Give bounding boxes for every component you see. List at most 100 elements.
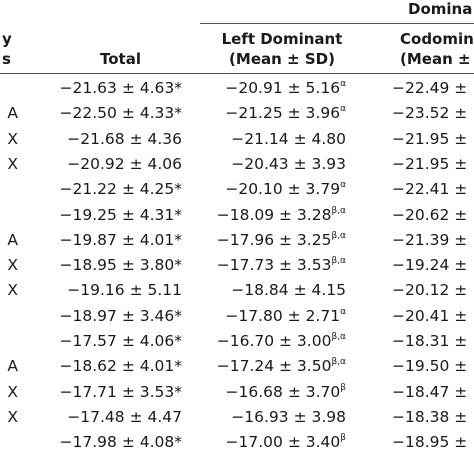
table-row: −19.25 ± 4.31* −18.09 ± 3.28β,α −20.62 ± bbox=[0, 204, 474, 227]
table-row: −17.98 ± 4.08* −17.00 ± 3.40β −18.95 ± bbox=[0, 431, 474, 454]
table-row: X −18.95 ± 3.80* −17.73 ± 3.53β,α −19.24 ± bbox=[0, 254, 474, 277]
cell-left-dominant: −18.09 ± 3.28β,α bbox=[217, 204, 346, 227]
row-label-fragment: X bbox=[7, 407, 18, 426]
cell-total: −21.63 ± 4.63* bbox=[59, 79, 182, 97]
cell-left-dominant-value: −18.09 ± 3.28 bbox=[216, 205, 332, 224]
cell-codominant: −22.49 ± bbox=[392, 79, 468, 97]
cell-total: −18.95 ± 3.80* bbox=[59, 256, 182, 275]
cell-left-dominant: −18.84 ± 4.15 bbox=[231, 279, 346, 302]
cell-left-dominant-superscript: β,α bbox=[331, 357, 346, 368]
table-row: A −19.87 ± 4.01* −17.96 ± 3.25β,α −21.39 ± bbox=[0, 229, 474, 252]
cell-left-dominant-value: −20.91 ± 5.16 bbox=[225, 79, 341, 97]
table-row: A −18.62 ± 4.01* −17.24 ± 3.50β,α −19.50 ± bbox=[0, 355, 474, 378]
cell-left-dominant-value: −16.70 ± 3.00 bbox=[216, 332, 332, 350]
row-label-fragment: A bbox=[7, 104, 18, 123]
row-label-fragment: A bbox=[7, 357, 18, 376]
cell-left-dominant: −21.14 ± 4.80 bbox=[231, 128, 346, 151]
cell-left-dominant: −20.91 ± 5.16α bbox=[225, 77, 346, 100]
cell-total: −22.50 ± 4.33* bbox=[59, 104, 182, 123]
cell-codominant: −21.95 ± bbox=[392, 154, 468, 173]
cell-codominant: −22.41 ± bbox=[392, 180, 468, 199]
table-row: X −17.48 ± 4.47 −16.93 ± 3.98 −18.38 ± bbox=[0, 406, 474, 429]
header-group-rule bbox=[200, 23, 474, 24]
cell-left-dominant: −16.70 ± 3.00β,α bbox=[217, 330, 346, 353]
header-codominant: Codomin (Mean ± bbox=[400, 30, 474, 68]
cell-left-dominant-superscript: β,α bbox=[331, 256, 346, 267]
cell-left-dominant-superscript: β bbox=[340, 433, 346, 444]
cell-left-dominant-superscript: α bbox=[340, 104, 346, 115]
cell-left-dominant-superscript: α bbox=[340, 79, 346, 89]
cell-left-dominant-value: −21.14 ± 4.80 bbox=[231, 129, 346, 148]
header-total: Total bbox=[100, 50, 141, 68]
header-codominant-line1: Codomin bbox=[400, 30, 474, 48]
cell-total: −17.71 ± 3.53* bbox=[59, 382, 182, 401]
cell-left-dominant: −16.68 ± 3.70β bbox=[226, 381, 346, 404]
cell-codominant: −23.52 ± bbox=[392, 104, 468, 123]
cell-total: −17.57 ± 4.06* bbox=[59, 332, 182, 350]
cell-left-dominant-value: −20.43 ± 3.93 bbox=[231, 154, 346, 173]
cell-total: −20.92 ± 4.06 bbox=[67, 154, 182, 173]
cell-left-dominant-value: −17.80 ± 2.71 bbox=[225, 306, 341, 325]
cell-left-dominant-superscript: β bbox=[340, 382, 346, 393]
cell-total: −21.68 ± 4.36 bbox=[67, 129, 182, 148]
cell-left-dominant-superscript: α bbox=[340, 180, 346, 191]
table-row: −21.63 ± 4.63* −20.91 ± 5.16α −22.49 ± bbox=[0, 77, 474, 100]
row-label-fragment: X bbox=[7, 281, 18, 300]
cell-codominant: −18.38 ± bbox=[392, 407, 468, 426]
header-left-dominant-line2: (Mean ± SD) bbox=[229, 50, 335, 68]
cell-left-dominant: −20.10 ± 3.79α bbox=[225, 178, 346, 201]
cell-codominant: −20.41 ± bbox=[392, 306, 468, 325]
cell-left-dominant-value: −16.93 ± 3.98 bbox=[231, 407, 346, 426]
cell-total: −17.48 ± 4.47 bbox=[67, 407, 182, 426]
header-label-fragment-2: s bbox=[2, 50, 11, 68]
cell-codominant: −19.24 ± bbox=[392, 256, 468, 275]
header-left-dominant-line1: Left Dominant bbox=[221, 30, 343, 48]
cell-total: −17.98 ± 4.08* bbox=[59, 433, 182, 452]
cell-codominant: −21.95 ± bbox=[392, 129, 468, 148]
cell-codominant: −18.31 ± bbox=[392, 332, 468, 350]
table-row: A −22.50 ± 4.33* −21.25 ± 3.96α −23.52 ± bbox=[0, 102, 474, 125]
cell-left-dominant: −17.24 ± 3.50β,α bbox=[217, 355, 346, 378]
table-row: X −17.71 ± 3.53* −16.68 ± 3.70β −18.47 ± bbox=[0, 381, 474, 404]
cell-total: −18.97 ± 3.46* bbox=[59, 306, 182, 325]
table-row: −18.97 ± 3.46* −17.80 ± 2.71α −20.41 ± bbox=[0, 305, 474, 328]
cell-left-dominant: −16.93 ± 3.98 bbox=[231, 406, 346, 429]
cell-codominant: −19.50 ± bbox=[392, 357, 468, 376]
cell-left-dominant: −21.25 ± 3.96α bbox=[225, 102, 346, 125]
cell-left-dominant-value: −17.73 ± 3.53 bbox=[216, 256, 332, 275]
cell-left-dominant: −17.73 ± 3.53β,α bbox=[217, 254, 346, 277]
cell-left-dominant-value: −17.24 ± 3.50 bbox=[216, 357, 332, 376]
cell-codominant: −21.39 ± bbox=[392, 230, 468, 249]
header-left-dominant: Left Dominant (Mean ± SD) bbox=[218, 30, 346, 68]
header-dominance-group: Domina bbox=[408, 0, 473, 18]
cell-left-dominant: −20.43 ± 3.93 bbox=[231, 153, 346, 176]
cell-left-dominant-value: −17.96 ± 3.25 bbox=[216, 230, 332, 249]
cell-left-dominant-value: −18.84 ± 4.15 bbox=[231, 281, 346, 300]
table-row: X −20.92 ± 4.06 −20.43 ± 3.93 −21.95 ± bbox=[0, 153, 474, 176]
cell-left-dominant: −17.80 ± 2.71α bbox=[225, 305, 346, 328]
table-row: −21.22 ± 4.25* −20.10 ± 3.79α −22.41 ± bbox=[0, 178, 474, 201]
header-label-fragment-1: y bbox=[2, 30, 12, 48]
table-row: X −21.68 ± 4.36 −21.14 ± 4.80 −21.95 ± bbox=[0, 128, 474, 151]
cell-total: −19.25 ± 4.31* bbox=[59, 205, 182, 224]
cell-left-dominant-superscript: α bbox=[340, 306, 346, 317]
header-bottom-rule bbox=[0, 73, 474, 74]
cell-left-dominant-value: −21.25 ± 3.96 bbox=[225, 104, 341, 123]
cell-codominant: −20.12 ± bbox=[392, 281, 468, 300]
cell-codominant: −18.47 ± bbox=[392, 382, 468, 401]
cell-left-dominant: −17.96 ± 3.25β,α bbox=[217, 229, 346, 252]
row-label-fragment: A bbox=[7, 230, 18, 249]
cell-total: −21.22 ± 4.25* bbox=[59, 180, 182, 199]
cell-left-dominant-value: −20.10 ± 3.79 bbox=[225, 180, 341, 199]
cell-left-dominant-superscript: β,α bbox=[331, 332, 346, 342]
cell-left-dominant-superscript: β,α bbox=[331, 205, 346, 216]
row-label-fragment: X bbox=[7, 154, 18, 173]
cell-codominant: −18.95 ± bbox=[392, 433, 468, 452]
cell-left-dominant: −17.00 ± 3.40β bbox=[226, 431, 346, 454]
cell-left-dominant-superscript: β,α bbox=[331, 230, 346, 241]
cell-total: −19.16 ± 5.11 bbox=[67, 281, 182, 300]
cell-total: −18.62 ± 4.01* bbox=[59, 357, 182, 376]
cell-total: −19.87 ± 4.01* bbox=[59, 230, 182, 249]
row-label-fragment: X bbox=[7, 256, 18, 275]
cell-left-dominant-value: −17.00 ± 3.40 bbox=[225, 433, 341, 452]
